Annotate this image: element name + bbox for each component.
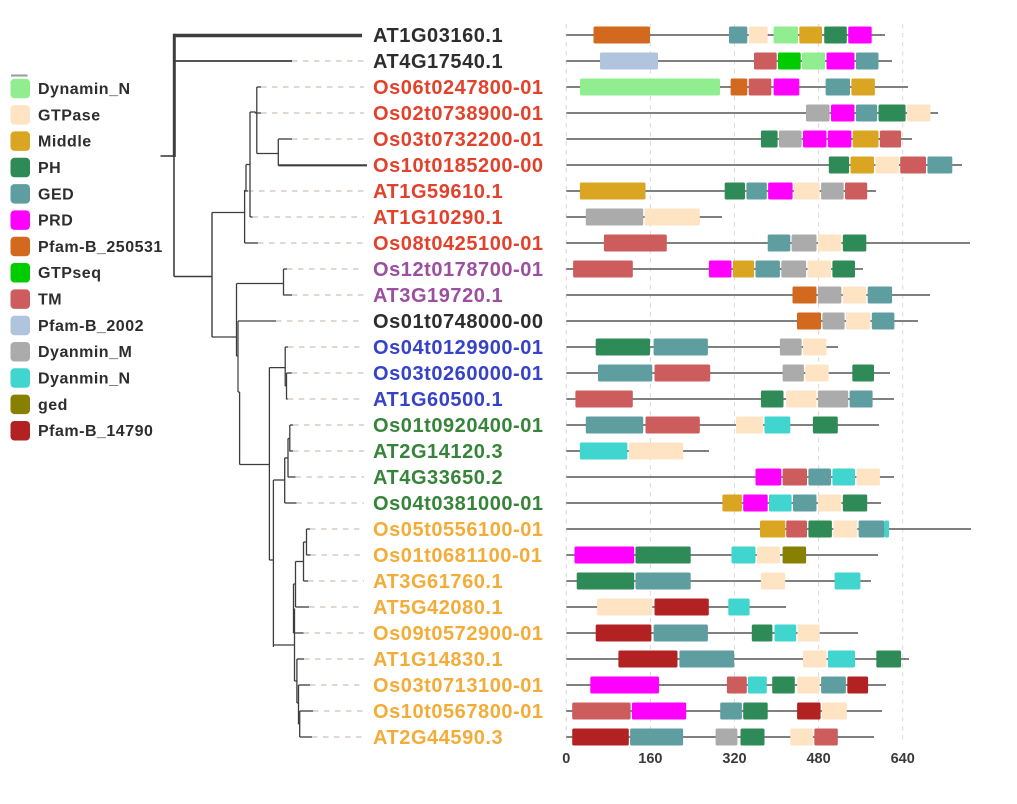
svg-text:Pfam-B_2002: Pfam-B_2002 <box>38 318 144 335</box>
svg-text:AT5G42080.1: AT5G42080.1 <box>373 597 503 619</box>
svg-text:Os03t0732200-01: Os03t0732200-01 <box>373 129 544 151</box>
svg-text:Os12t0178700-01: Os12t0178700-01 <box>373 259 544 281</box>
svg-text:AT2G14120.3: AT2G14120.3 <box>373 441 503 463</box>
svg-text:GED: GED <box>38 186 74 203</box>
svg-text:Os08t0425100-01: Os08t0425100-01 <box>373 233 544 255</box>
svg-text:Dyanmin_M: Dyanmin_M <box>38 344 132 361</box>
svg-text:AT2G44590.3: AT2G44590.3 <box>373 727 503 749</box>
svg-text:Os03t0260000-01: Os03t0260000-01 <box>373 363 544 385</box>
svg-text:Os05t0556100-01: Os05t0556100-01 <box>373 519 544 541</box>
svg-text:Os04t0129900-01: Os04t0129900-01 <box>373 337 544 359</box>
svg-text:Os09t0572900-01: Os09t0572900-01 <box>373 623 544 645</box>
svg-text:AT3G19720.1: AT3G19720.1 <box>373 285 503 307</box>
svg-text:AT1G14830.1: AT1G14830.1 <box>373 649 503 671</box>
svg-text:Middle: Middle <box>38 134 92 151</box>
svg-text:AT1G60500.1: AT1G60500.1 <box>373 389 503 411</box>
svg-text:GTPase: GTPase <box>38 107 101 124</box>
svg-text:AT1G10290.1: AT1G10290.1 <box>373 207 503 229</box>
svg-text:Os04t0381000-01: Os04t0381000-01 <box>373 493 544 515</box>
svg-text:ged: ged <box>38 397 68 414</box>
svg-text:Os01t0748000-00: Os01t0748000-00 <box>373 311 544 333</box>
svg-text:Os02t0738900-01: Os02t0738900-01 <box>373 103 544 125</box>
svg-text:480: 480 <box>806 751 830 767</box>
svg-text:GTPseq: GTPseq <box>38 265 101 282</box>
svg-text:Dyanmin_N: Dyanmin_N <box>38 371 131 388</box>
svg-text:TM: TM <box>38 292 62 309</box>
svg-text:Os01t0681100-01: Os01t0681100-01 <box>373 545 543 567</box>
svg-text:Dynamin_N: Dynamin_N <box>38 81 131 98</box>
svg-text:AT4G17540.1: AT4G17540.1 <box>373 51 503 73</box>
svg-text:PH: PH <box>38 160 61 177</box>
svg-text:320: 320 <box>722 751 746 767</box>
svg-text:AT3G61760.1: AT3G61760.1 <box>373 571 503 593</box>
svg-text:PRD: PRD <box>38 213 73 230</box>
svg-text:160: 160 <box>638 751 662 767</box>
svg-text:0: 0 <box>562 751 570 767</box>
svg-text:AT4G33650.2: AT4G33650.2 <box>373 467 503 489</box>
svg-text:Os03t0713100-01: Os03t0713100-01 <box>373 675 544 697</box>
svg-text:Os10t0185200-00: Os10t0185200-00 <box>373 155 544 177</box>
svg-text:Pfam-B_250531: Pfam-B_250531 <box>38 239 163 256</box>
svg-text:Os06t0247800-01: Os06t0247800-01 <box>373 77 544 99</box>
svg-text:AT1G03160.1: AT1G03160.1 <box>373 25 503 47</box>
svg-text:Os10t0567800-01: Os10t0567800-01 <box>373 701 544 723</box>
svg-text:Pfam-B_14790: Pfam-B_14790 <box>38 423 153 440</box>
svg-text:640: 640 <box>891 751 915 767</box>
svg-text:AT1G59610.1: AT1G59610.1 <box>373 181 503 203</box>
svg-text:Os01t0920400-01: Os01t0920400-01 <box>373 415 544 437</box>
